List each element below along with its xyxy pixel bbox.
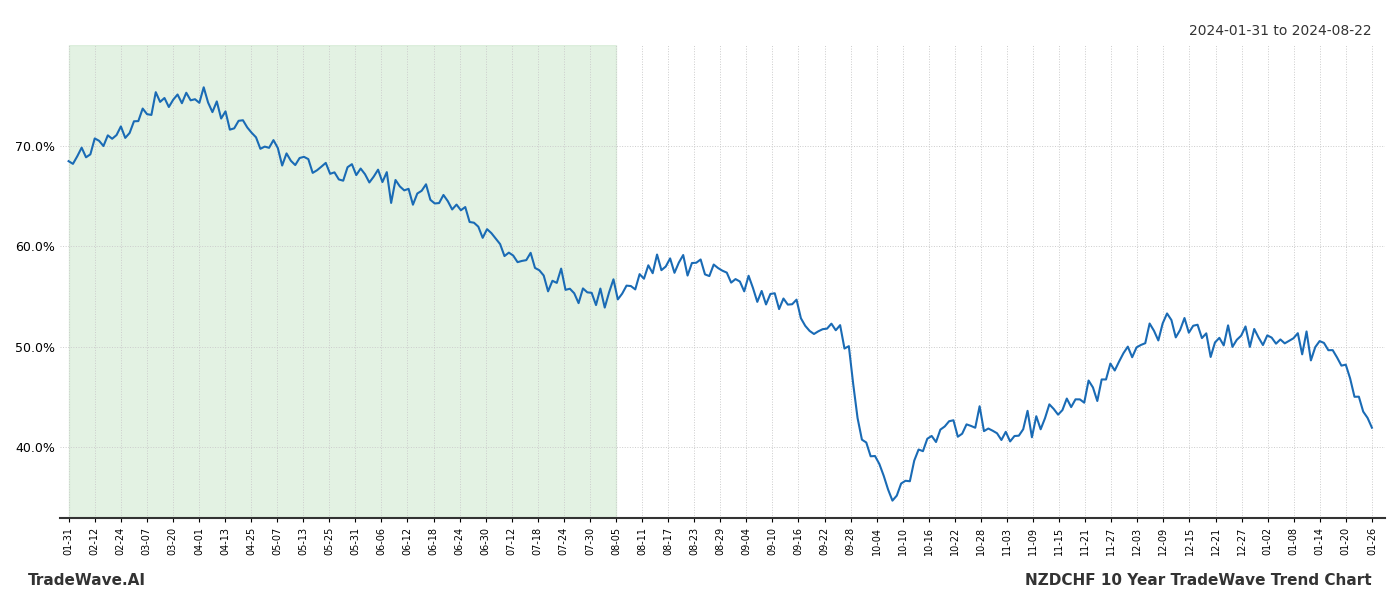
Text: NZDCHF 10 Year TradeWave Trend Chart: NZDCHF 10 Year TradeWave Trend Chart [1025, 573, 1372, 588]
Bar [69, 45, 616, 518]
Text: 2024-01-31 to 2024-08-22: 2024-01-31 to 2024-08-22 [1190, 24, 1372, 38]
Text: TradeWave.AI: TradeWave.AI [28, 573, 146, 588]
